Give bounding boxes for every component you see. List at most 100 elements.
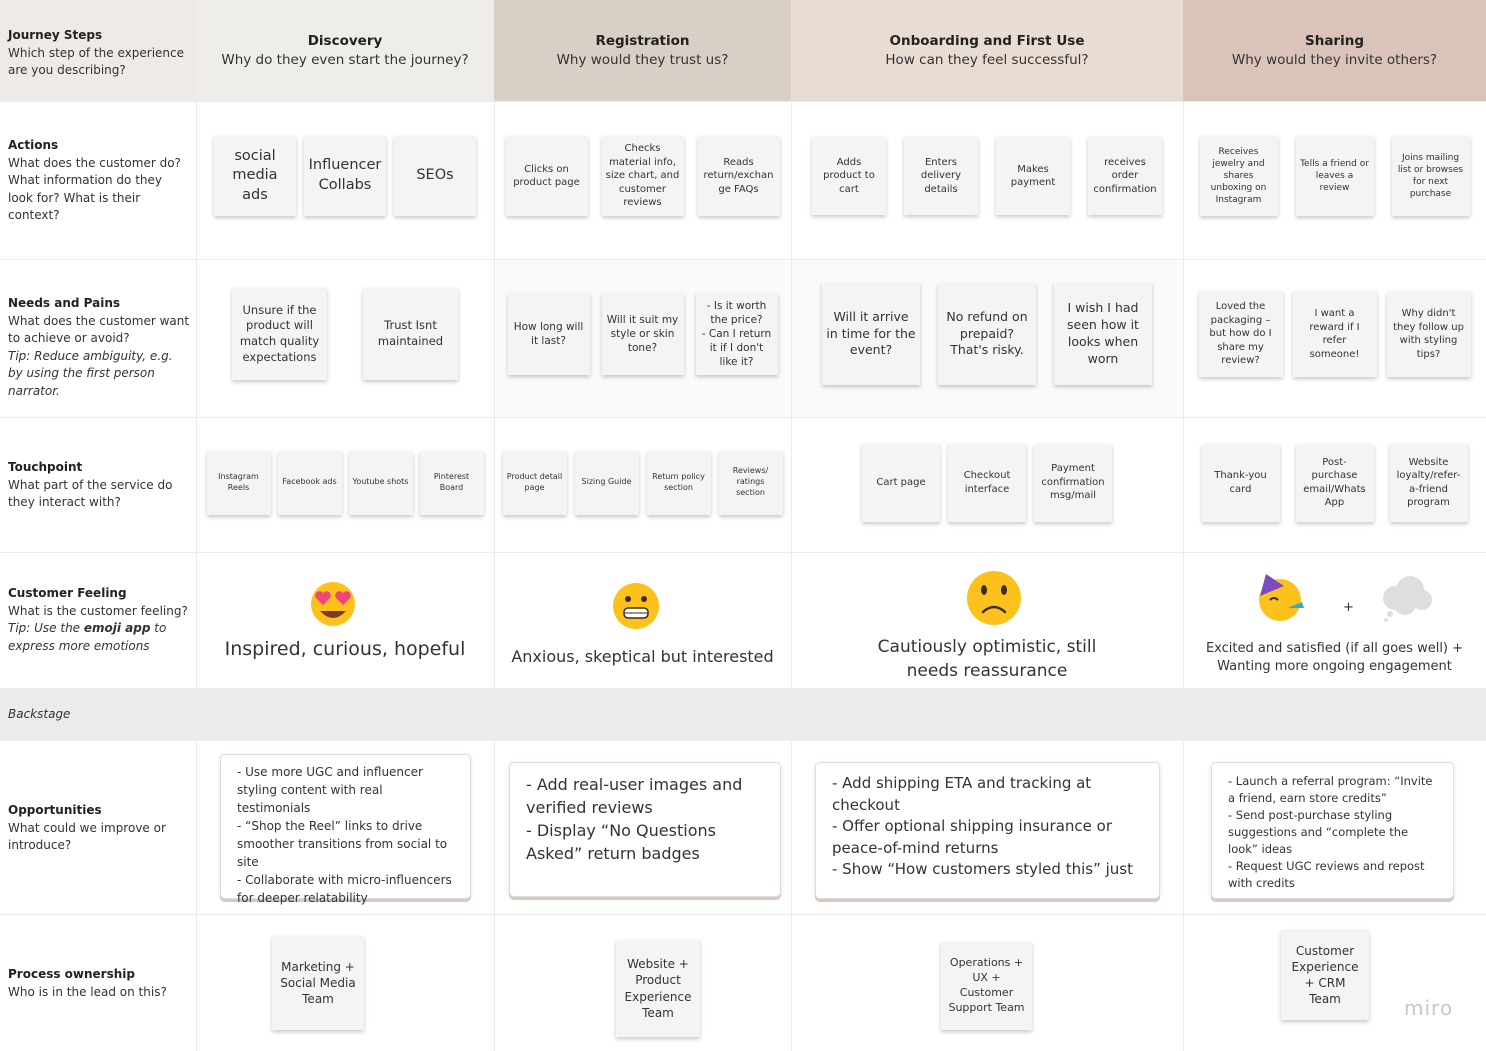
stage-cell: Loved the packaging – but how do I share… <box>1183 259 1486 417</box>
row-title: Journey Steps <box>8 28 103 42</box>
sticky-note: Trust Isnt maintained <box>363 288 458 380</box>
stage-cell: Will it arrive in time for the event? No … <box>791 259 1183 417</box>
sticky-note: I want a reward if I refer someone! <box>1292 291 1377 377</box>
row-title: Needs and Pains <box>8 296 121 310</box>
stage-title: Discovery <box>307 33 383 49</box>
row-tip: Tip: Reduce ambiguity, e.g. by using the… <box>8 348 173 398</box>
col-line <box>494 101 495 1051</box>
feeling-text: Excited and satisfied (if all goes well)… <box>1205 641 1464 675</box>
stage-title: Onboarding and First Use <box>889 33 1085 49</box>
sticky-note: Operations + UX + Customer Support Team <box>941 942 1032 1030</box>
emoji-heart <box>335 591 351 605</box>
opportunity-card: - Add shipping ETA and tracking at check… <box>815 762 1160 899</box>
emoji-eye <box>1269 597 1279 601</box>
opportunity-item: - Display “No Questions Asked” return ba… <box>526 821 716 863</box>
row-line <box>0 740 1486 741</box>
cloud-dot <box>1384 618 1388 622</box>
opportunity-item: - Launch a referral program: “Invite a f… <box>1228 774 1433 805</box>
emoji-eye <box>1001 585 1007 595</box>
sticky-note: Enters delivery details <box>904 137 978 215</box>
emoji-eye <box>641 596 647 602</box>
sticky-note: Website + Product Experience Team <box>616 940 700 1037</box>
opportunity-item: - “Shop the Reel” links to drive smoothe… <box>237 819 448 869</box>
sticky-note: Reviews/ ratings section <box>718 450 783 515</box>
emoji-hat <box>1260 574 1284 596</box>
watermark: miro <box>1404 996 1454 1020</box>
sticky-note: How long will it last? <box>507 293 590 375</box>
opportunity-card: - Launch a referral program: “Invite a f… <box>1211 762 1454 899</box>
row-label: Backstage <box>8 706 190 724</box>
emoji-face <box>613 583 659 629</box>
stage-header: Onboarding and First Use How can they fee… <box>791 32 1183 70</box>
col-line <box>1183 101 1184 1051</box>
emoji-face <box>311 582 355 626</box>
stage-cell: Instagram Reels Facebook ads Youtube shots… <box>196 417 494 552</box>
emoji-teeth <box>623 607 649 619</box>
row-label: Journey Steps Which step of the experienc… <box>8 27 190 80</box>
sticky-note: Makes payment <box>996 137 1070 215</box>
row-tip: Tip: Use the emoji app to express more e… <box>8 620 190 655</box>
sticky-note: Joins mailing list or browses for next p… <box>1391 136 1470 216</box>
cloud-puff <box>1412 590 1432 610</box>
stage-header: Registration Why would they trust us? <box>494 32 791 70</box>
stage-cell: Adds product to cart Enters delivery deta… <box>791 101 1183 259</box>
backstage-band <box>0 688 1486 740</box>
opportunity-item: - Add real-user images and verified revi… <box>526 775 743 817</box>
sticky-note: receives order confirmation <box>1088 137 1162 215</box>
stage-header: Sharing Why would they invite others? <box>1183 32 1486 70</box>
row-label: Customer Feeling What is the customer fee… <box>8 585 190 655</box>
emoji-eye <box>981 585 987 595</box>
cloud-dot <box>1387 611 1393 617</box>
row-description: What is the customer feeling? <box>8 603 188 618</box>
sticky-note: SEOs <box>394 136 476 216</box>
sticky-note: Checks material info, size chart, and cu… <box>601 136 684 216</box>
row-title: Backstage <box>8 707 71 721</box>
sticky-note: Post-purchase email/Whats App <box>1295 443 1374 522</box>
row-label: Opportunities What could we improve or in… <box>8 802 190 855</box>
sticky-note: No refund on prepaid? That's risky. <box>938 283 1036 385</box>
row-description: What could we improve or introduce? <box>8 820 166 853</box>
sticky-note: Adds product to cart <box>812 137 886 215</box>
sticky-note: Customer Experience + CRM Team <box>1281 930 1369 1020</box>
emoji-heart <box>315 591 331 605</box>
sticky-note: Youtube shots <box>348 450 413 515</box>
tip-part: emoji app <box>83 621 151 635</box>
row-title: Customer Feeling <box>8 586 127 600</box>
header-cell <box>1183 0 1486 101</box>
stage-cell: Unsure if the product will match quality… <box>196 259 494 417</box>
opportunity-item: - Request UGC reviews and repost with cr… <box>1228 859 1425 890</box>
stage-title: Sharing <box>1304 33 1364 49</box>
row-description: Who is in the lead on this? <box>8 984 167 999</box>
header-cell <box>0 0 196 101</box>
sticky-note: Clicks on product page <box>505 136 588 216</box>
sticky-note: Instagram Reels <box>206 450 271 515</box>
tip-part: Tip: Use the <box>8 621 84 635</box>
col-line <box>196 101 197 1051</box>
row-title: Actions <box>8 138 59 152</box>
sticky-note: Thank-you card <box>1201 443 1280 522</box>
row-label: Touchpoint What part of the service do th… <box>8 459 190 512</box>
row-line <box>0 417 1486 418</box>
sticky-note: Facebook ads <box>277 450 342 515</box>
col-line <box>791 101 792 1051</box>
sticky-note: Return policy section <box>646 450 711 515</box>
emoji-eye <box>625 596 631 602</box>
emoji-face <box>1259 579 1301 621</box>
sticky-note: Product detail page <box>502 450 567 515</box>
feeling-text: Anxious, skeptical but interested <box>511 647 774 666</box>
row-line <box>0 259 1486 260</box>
feeling-text: Inspired, curious, hopeful <box>224 638 466 660</box>
row-description: What does the customer do? What informat… <box>8 155 181 223</box>
cloud-puff <box>1394 593 1416 615</box>
header-cell <box>196 0 494 101</box>
stage-question: Why would they invite others? <box>1231 52 1438 68</box>
sticky-note: Payment confirmation msg/mail <box>1034 443 1112 522</box>
sticky-note: Tells a friend or leaves a review <box>1295 136 1374 216</box>
opportunity-item: - Add shipping ETA and tracking at check… <box>832 774 1092 814</box>
opportunity-card: - Add real-user images and verified revi… <box>509 762 781 897</box>
stage-question: Why do they even start the journey? <box>221 52 469 68</box>
opportunity-item: - Show “How customers styled this” just <box>832 860 1133 878</box>
sticky-note: Checkout interface <box>948 443 1026 522</box>
header-cell <box>791 0 1183 101</box>
